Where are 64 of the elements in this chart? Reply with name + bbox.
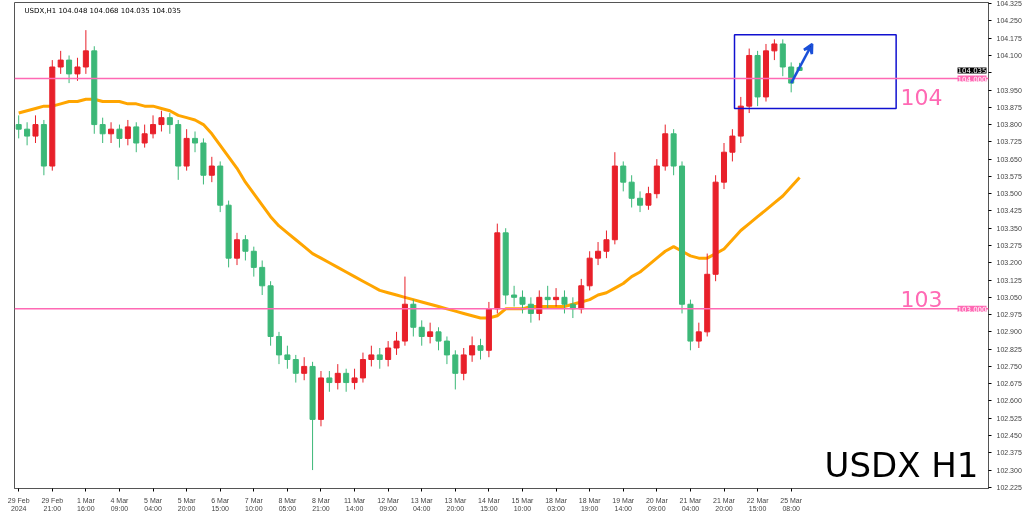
candlestick: [158, 110, 165, 132]
candlestick: [351, 368, 358, 390]
candlestick: [393, 331, 400, 356]
candlestick: [553, 287, 560, 308]
candlestick: [578, 278, 585, 314]
candlestick: [124, 119, 131, 146]
annotation: USDX H1: [824, 444, 979, 485]
candlestick: [66, 54, 73, 84]
candlestick: [141, 124, 148, 149]
candlestick: [443, 335, 450, 365]
candlestick: [233, 232, 241, 266]
candlestick: [645, 186, 652, 211]
candlestick: [603, 230, 610, 259]
candlestick: [368, 345, 375, 367]
candlestick: [628, 174, 635, 208]
candlestick: [376, 347, 383, 370]
candlestick: [82, 29, 89, 75]
candlestick: [275, 331, 283, 365]
candlestick: [334, 363, 341, 390]
candlestick: [259, 259, 266, 296]
candlestick: [343, 368, 350, 393]
candlestick: [208, 156, 215, 183]
candlestick: [620, 160, 627, 192]
candlestick: [469, 335, 476, 363]
candlestick: [410, 299, 417, 337]
candlestick: [435, 326, 442, 351]
candlestick: [511, 285, 518, 308]
candlestick: [292, 354, 299, 384]
candlestick: [359, 352, 366, 384]
candlestick: [460, 347, 467, 381]
ref-line-label: 104: [900, 84, 943, 110]
candlestick: [452, 349, 459, 390]
candlestick: [24, 121, 31, 146]
candlestick: [427, 322, 434, 344]
candlestick: [242, 234, 249, 261]
candlestick: [477, 338, 484, 361]
candlestick: [192, 130, 199, 153]
candlestick: [385, 340, 392, 367]
candlestick: [418, 319, 425, 347]
candlestick: [326, 370, 333, 393]
candlestick: [15, 114, 22, 139]
candlestick: [108, 121, 115, 144]
line-series: [17, 97, 802, 320]
candlestick: [301, 356, 308, 381]
candlestick: [74, 57, 81, 82]
candlestick: [133, 121, 140, 153]
candlestick: [32, 114, 39, 144]
candlestick: [250, 246, 257, 278]
candlestick: [637, 190, 644, 213]
candlestick: [729, 128, 736, 162]
candlestick: [771, 38, 778, 61]
candlestick: [695, 322, 702, 349]
candlestick: [166, 112, 173, 135]
ref-line-label: 103: [900, 286, 943, 312]
candlestick: [284, 345, 291, 370]
candlestick: [57, 50, 64, 75]
candlestick: [779, 38, 786, 77]
candlestick: [561, 289, 568, 314]
candlestick: [150, 114, 157, 139]
candlestick: [116, 124, 123, 149]
candlestick: [99, 117, 106, 144]
candlestick: [544, 285, 551, 310]
candlestick: [595, 241, 602, 266]
candlestick: [519, 289, 526, 314]
